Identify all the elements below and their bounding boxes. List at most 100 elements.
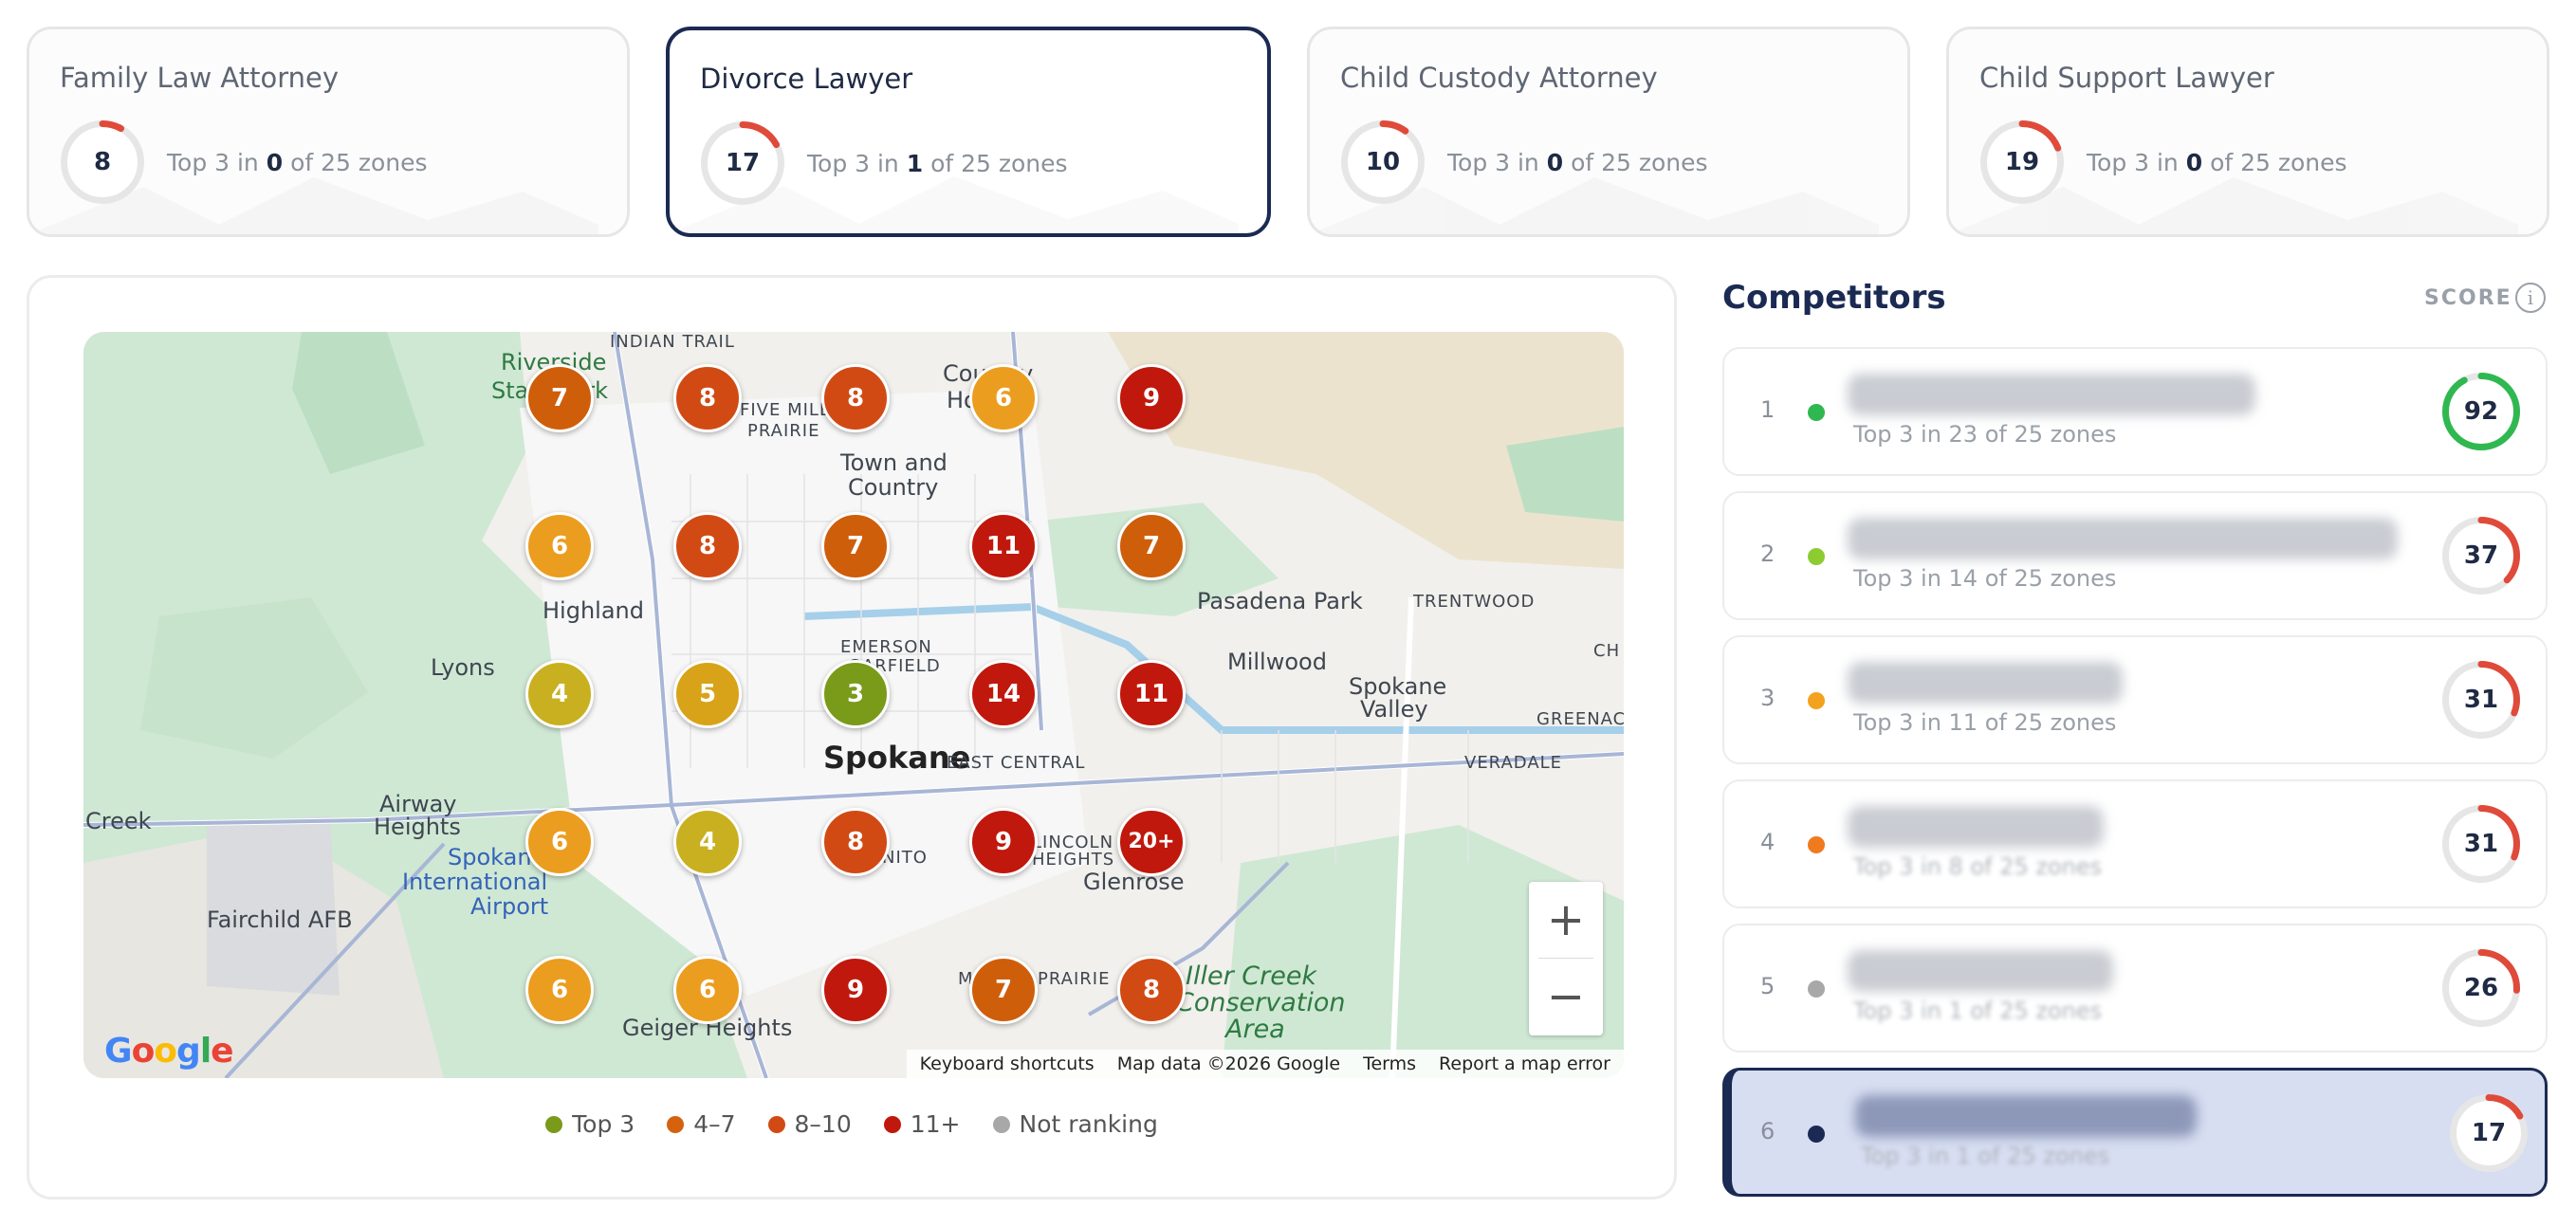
map-label: CH <box>1593 641 1621 661</box>
rank-legend: Top 3 4–7 8–10 11+ Not ranking <box>29 1110 1674 1138</box>
zone-marker[interactable]: 6 <box>969 364 1038 432</box>
score-value: 19 <box>2004 148 2040 176</box>
sub-post: of 25 zones <box>283 149 428 176</box>
legend-item: 11+ <box>883 1110 961 1138</box>
zone-marker[interactable]: 7 <box>1117 512 1186 580</box>
zone-marker[interactable]: 4 <box>525 660 594 728</box>
zone-marker[interactable]: 9 <box>1117 364 1186 432</box>
ring-progress <box>2442 949 2520 1027</box>
competitor-subtitle: Top 3 in 1 of 25 zones <box>1861 1143 2110 1169</box>
map-card: INDIAN TRAIL Riverside State Park FIVE M… <box>27 275 1677 1200</box>
legend-item: Top 3 <box>545 1110 635 1138</box>
zone-marker[interactable]: 6 <box>673 956 742 1024</box>
map-label: Valley <box>1360 696 1428 723</box>
map-label: Fairchild AFB <box>207 907 353 933</box>
score-ring: 17 <box>700 120 785 206</box>
keyword-subtitle: Top 3 in 0 of 25 zones <box>2087 149 2347 176</box>
keyword-title: Child Custody Attorney <box>1340 62 1658 94</box>
keyword-subtitle: Top 3 in 1 of 25 zones <box>807 150 1068 177</box>
keyword-card-3[interactable]: Child Support Lawyer 19 Top 3 in 0 of 25… <box>1946 27 2549 237</box>
zone-marker[interactable]: 5 <box>673 660 742 728</box>
keyword-card-0[interactable]: Family Law Attorney 8 Top 3 in 0 of 25 z… <box>27 27 630 237</box>
zoom-in-button[interactable]: + <box>1546 893 1586 946</box>
keyword-card-1[interactable]: Divorce Lawyer 17 Top 3 in 1 of 25 zones <box>666 27 1271 237</box>
legend-label: 11+ <box>910 1110 961 1138</box>
zone-marker[interactable]: 11 <box>969 512 1038 580</box>
keyword-card-2[interactable]: Child Custody Attorney 10 Top 3 in 0 of … <box>1307 27 1910 237</box>
ring-progress <box>1980 120 2064 204</box>
map-label: VERADALE <box>1464 753 1563 773</box>
map-data-text: Map data ©2026 Google <box>1116 1053 1341 1074</box>
zoom-out-button[interactable]: − <box>1546 970 1586 1023</box>
map-label: Millwood <box>1227 649 1327 675</box>
zone-marker[interactable]: 4 <box>673 808 742 876</box>
competitor-subtitle: Top 3 in 14 of 25 zones <box>1853 565 2117 592</box>
zone-marker[interactable]: 8 <box>1117 956 1186 1024</box>
competitor-row[interactable]: 1 Top 3 in 23 of 25 zones 92 <box>1722 347 2548 476</box>
map-label: PRAIRIE <box>747 421 820 441</box>
zone-marker[interactable]: 8 <box>673 512 742 580</box>
competitor-rank: 2 <box>1760 540 1776 567</box>
card-mountain-decor <box>670 176 1239 233</box>
map-base <box>83 332 1624 1078</box>
map-label-park: Area <box>1225 1015 1285 1044</box>
ring-graphic <box>2442 517 2520 595</box>
map-label: Heights <box>374 814 461 840</box>
map-label-park: Iller Creek <box>1186 961 1317 991</box>
competitor-rank: 4 <box>1760 829 1776 855</box>
competitor-row[interactable]: 3 Top 3 in 11 of 25 zones 31 <box>1722 635 2548 764</box>
status-dot <box>1808 1126 1825 1143</box>
keyboard-shortcuts-link[interactable]: Keyboard shortcuts <box>919 1053 1095 1074</box>
zone-marker[interactable]: 9 <box>821 956 890 1024</box>
map-label: EMERSON <box>840 637 932 657</box>
zone-marker[interactable]: 9 <box>969 808 1038 876</box>
zone-marker[interactable]: 6 <box>525 808 594 876</box>
legend-dot <box>667 1115 685 1133</box>
map-label: INDIAN TRAIL <box>610 332 735 352</box>
competitor-rank: 5 <box>1760 973 1776 999</box>
ring-graphic <box>2442 373 2520 450</box>
sub-pre: Top 3 in <box>807 150 907 177</box>
map-label: Spokane <box>1349 673 1447 700</box>
competitor-row[interactable]: 2 Top 3 in 14 of 25 zones 37 <box>1722 491 2548 620</box>
zone-marker[interactable]: 20+ <box>1117 808 1186 876</box>
competitor-row[interactable]: 4 Top 3 in 8 of 25 zones 31 <box>1722 779 2548 908</box>
legend-item: 4–7 <box>667 1110 736 1138</box>
score-ring: 37 <box>2441 516 2521 595</box>
zone-marker[interactable]: 8 <box>673 364 742 432</box>
rank-grid-map[interactable]: INDIAN TRAIL Riverside State Park FIVE M… <box>83 332 1624 1078</box>
card-mountain-decor <box>1310 177 1879 234</box>
map-label: Creek <box>85 808 152 834</box>
terms-link[interactable]: Terms <box>1363 1053 1417 1074</box>
ring-progress <box>2442 373 2520 450</box>
map-label: Airport <box>470 893 549 920</box>
report-error-link[interactable]: Report a map error <box>1439 1053 1610 1074</box>
map-label: LINCOLN <box>1032 833 1114 852</box>
score-ring: 31 <box>2441 804 2521 884</box>
zone-marker[interactable]: 7 <box>821 512 890 580</box>
competitor-subtitle: Top 3 in 23 of 25 zones <box>1853 421 2117 448</box>
score-value: 8 <box>93 148 112 176</box>
zone-marker[interactable]: 14 <box>969 660 1038 728</box>
zone-marker[interactable]: 6 <box>525 512 594 580</box>
keyword-subtitle: Top 3 in 0 of 25 zones <box>167 149 428 176</box>
score-value: 37 <box>2463 541 2499 570</box>
keyword-subtitle: Top 3 in 0 of 25 zones <box>1447 149 1708 176</box>
zone-marker[interactable]: 11 <box>1117 660 1186 728</box>
ring-graphic <box>2442 805 2520 883</box>
zone-marker[interactable]: 8 <box>821 364 890 432</box>
competitor-row[interactable]: 5 Top 3 in 1 of 25 zones 26 <box>1722 924 2548 1053</box>
competitor-row-current-business[interactable]: 6 Top 3 in 1 of 25 zones 17 <box>1722 1068 2548 1197</box>
map-attribution: Keyboard shortcuts Map data ©2026 Google… <box>906 1050 1624 1078</box>
legend-dot <box>545 1115 563 1133</box>
zone-marker[interactable]: 8 <box>821 808 890 876</box>
zone-marker[interactable]: 6 <box>525 956 594 1024</box>
score-value: 31 <box>2463 686 2499 714</box>
competitor-rank: 6 <box>1760 1118 1776 1145</box>
legend-item: Not ranking <box>992 1110 1158 1138</box>
info-icon[interactable]: i <box>2515 283 2546 313</box>
score-value: 26 <box>2463 974 2499 1002</box>
zone-marker[interactable]: 3 <box>821 660 890 728</box>
zone-marker[interactable]: 7 <box>969 956 1038 1024</box>
zone-marker[interactable]: 7 <box>525 364 594 432</box>
